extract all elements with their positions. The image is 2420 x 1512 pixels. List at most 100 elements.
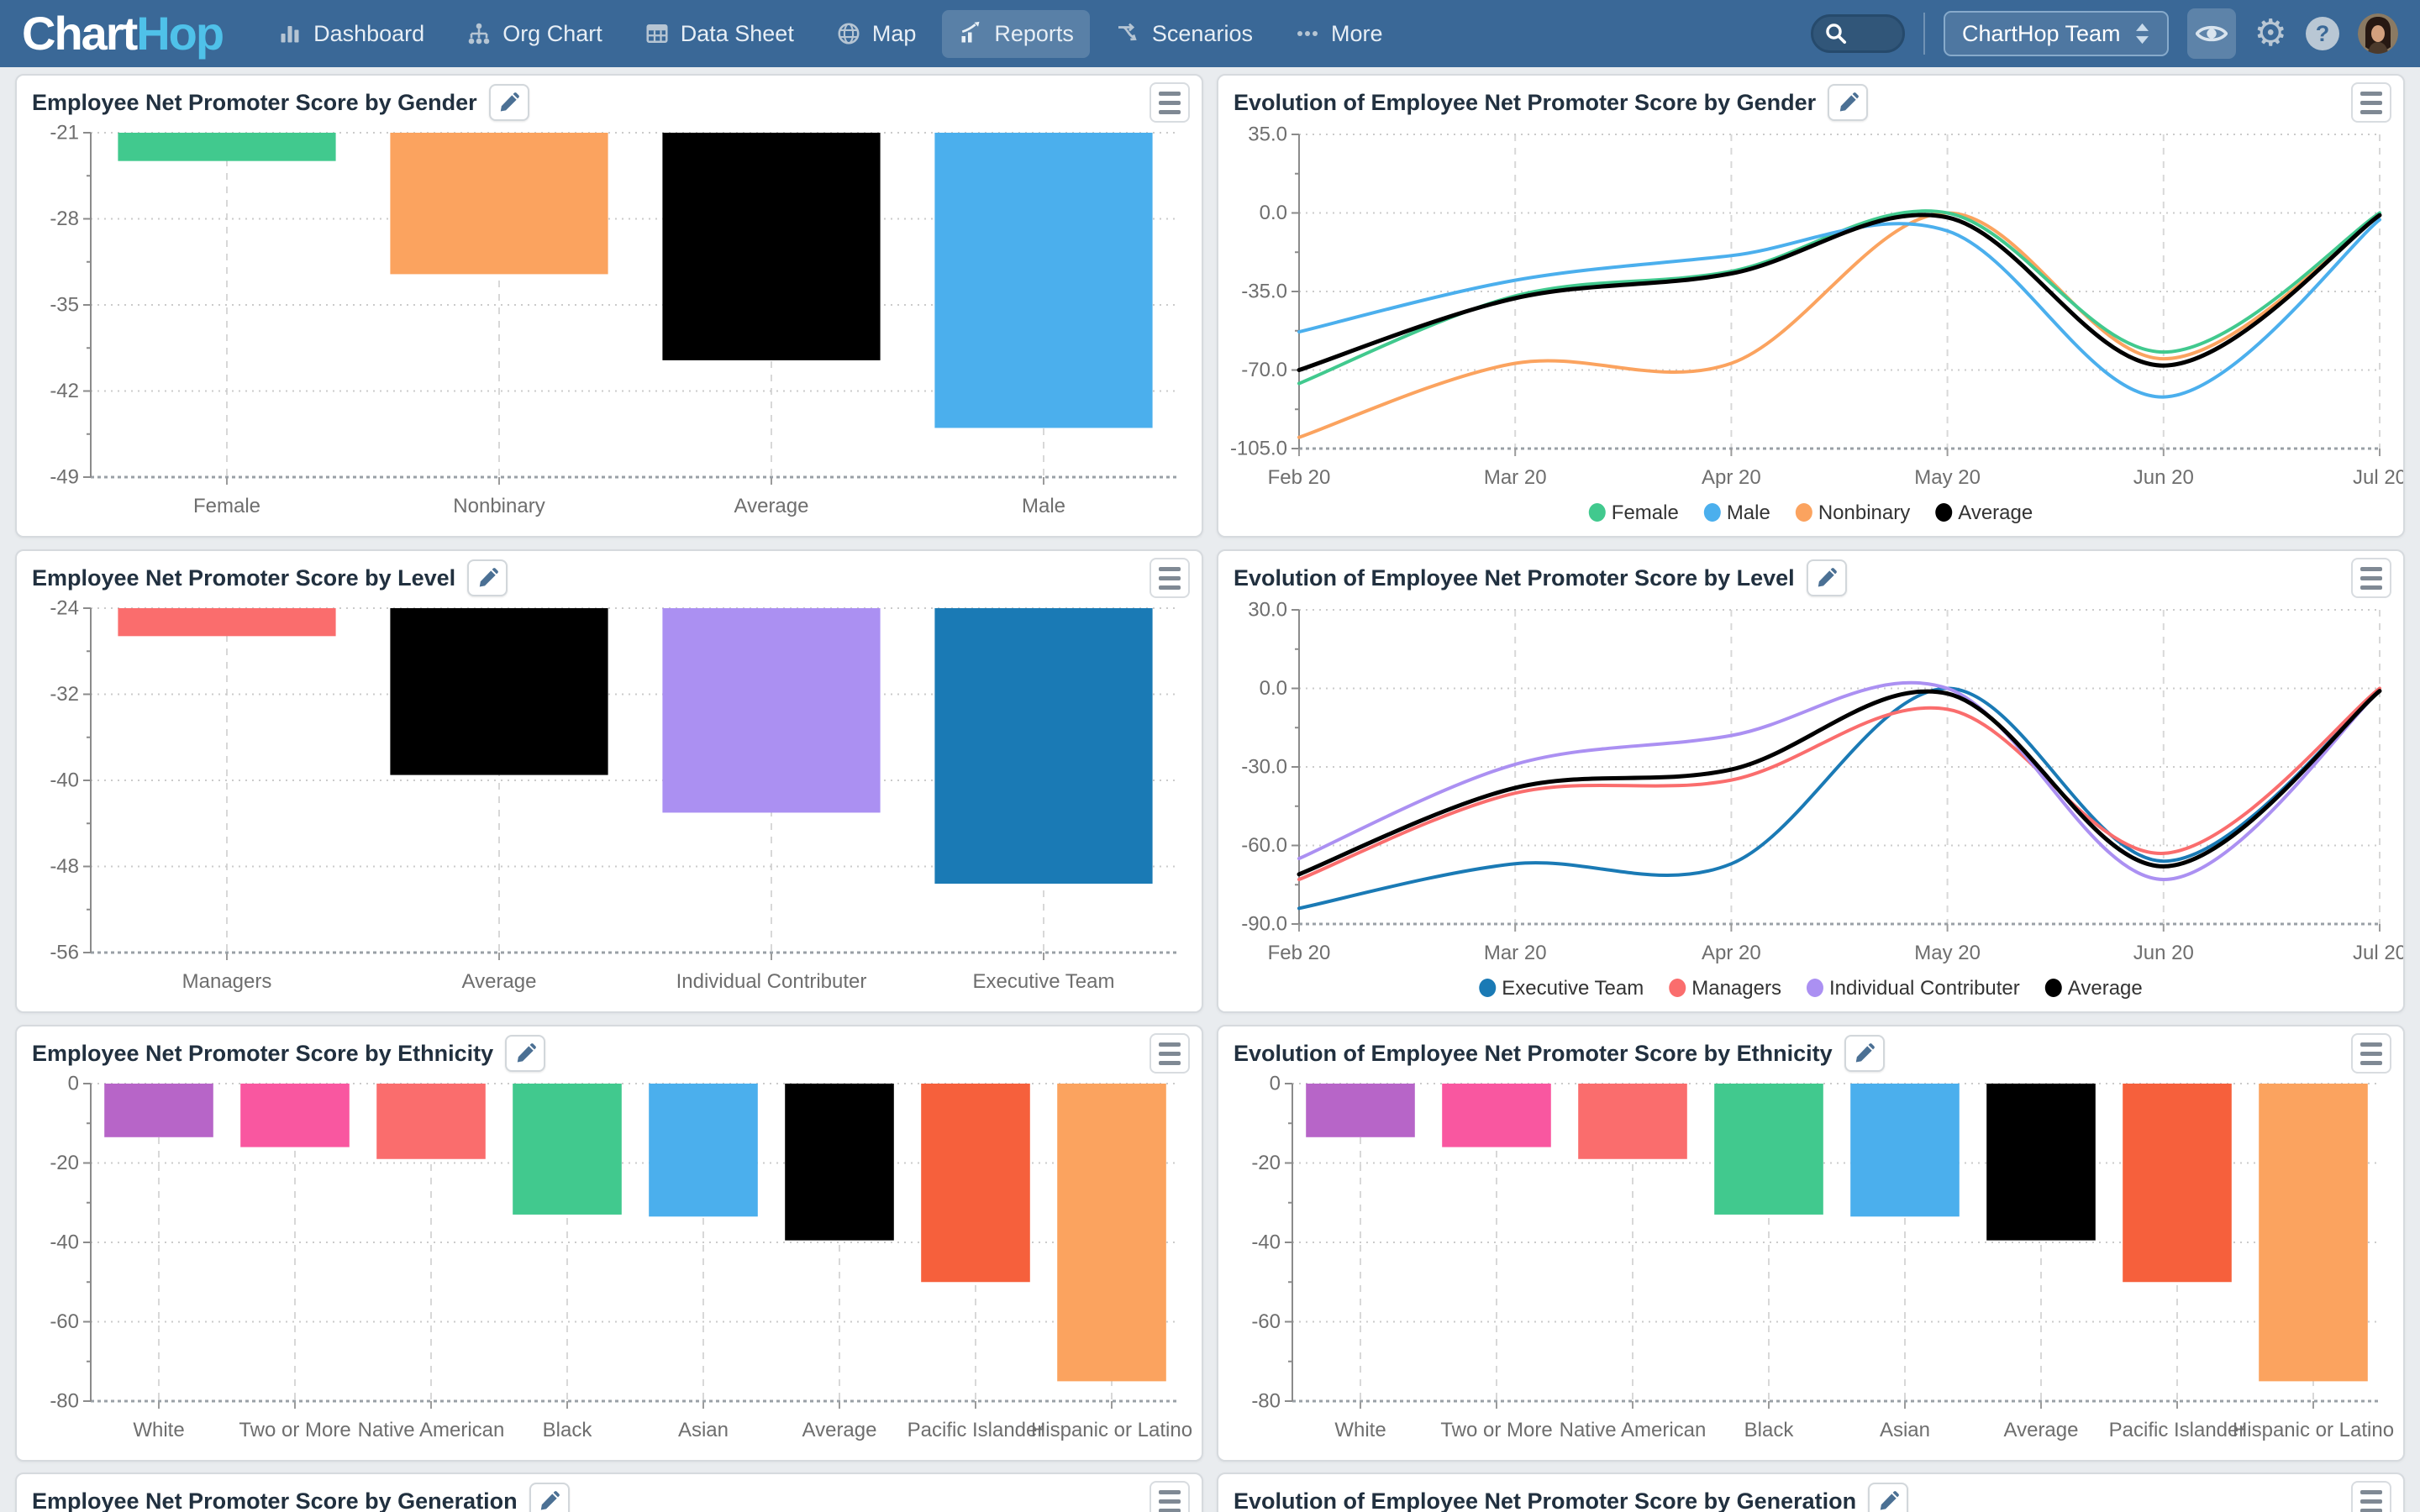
bar-two-or-more[interactable] — [1442, 1084, 1551, 1147]
chart-menu-button[interactable] — [1150, 1033, 1190, 1074]
series-line-executive-team[interactable] — [1297, 686, 2381, 911]
edit-chart-button[interactable] — [1806, 559, 1847, 596]
legend-label: Average — [1958, 501, 2033, 524]
bar-white[interactable] — [1306, 1084, 1415, 1137]
panel-header: Evolution of Employee Net Promoter Score… — [1218, 1474, 2403, 1512]
edit-chart-button[interactable] — [488, 84, 529, 121]
edit-chart-button[interactable] — [529, 1483, 570, 1512]
x-axis-label: Pacific Islander — [2109, 1419, 2246, 1441]
svg-text:-48: -48 — [50, 855, 79, 878]
report-panel: Employee Net Promoter Score by Level -24-… — [15, 549, 1203, 1013]
x-axis-label: Feb 20 — [1268, 466, 1331, 489]
report-chart-icon — [958, 21, 983, 46]
nav-item-label: Scenarios — [1151, 20, 1253, 46]
chart-menu-button[interactable] — [1150, 558, 1190, 598]
chart-canvas[interactable]: 30.0 0.0 -30.0 -60.0 -90.0 Feb 20 Mar 20 Apr 20… — [1218, 596, 2403, 1011]
x-axis-label: Male — [1022, 495, 1065, 517]
x-axis-label: Jul 20 — [2353, 466, 2403, 489]
bar-average[interactable] — [1986, 1084, 2096, 1241]
x-axis-label: Nonbinary — [453, 495, 544, 517]
nav-item-org-chart[interactable]: Org Chart — [450, 10, 618, 58]
user-avatar[interactable] — [2358, 13, 2398, 54]
report-panel: Employee Net Promoter Score by Generatio… — [15, 1473, 1203, 1512]
bar-male[interactable] — [934, 133, 1153, 428]
team-selector[interactable]: ChartHop Team — [1943, 11, 2169, 56]
bar-hispanic-or-latino[interactable] — [1057, 1084, 1166, 1382]
chart-canvas[interactable]: -24 -32 -40 -48 -56 Managers Average Individual… — [17, 596, 1202, 1011]
chart-menu-button[interactable] — [2351, 82, 2391, 123]
series-line-nonbinary[interactable] — [1297, 211, 2381, 439]
svg-text:-40: -40 — [1251, 1231, 1281, 1254]
x-axis-label: Asian — [678, 1419, 729, 1441]
series-line-average[interactable] — [1297, 689, 2382, 877]
x-axis-label: Jun 20 — [2133, 942, 2194, 964]
nav-item-reports[interactable]: Reports — [942, 9, 1090, 58]
x-axis-label: Hispanic or Latino — [2233, 1419, 2394, 1441]
edit-chart-button[interactable] — [1844, 1035, 1885, 1072]
bar-female[interactable] — [118, 133, 336, 161]
nav-item-label: Org Chart — [502, 20, 602, 46]
settings-button[interactable]: ⚙ — [2254, 15, 2287, 52]
chart-menu-button[interactable] — [2351, 1481, 2391, 1512]
nav-item-scenarios[interactable]: Scenarios — [1100, 10, 1269, 58]
chart-canvas[interactable]: -21 -28 -35 -42 -49 Female Nonbinary Average Mal… — [17, 121, 1202, 536]
help-button[interactable]: ? — [2306, 17, 2339, 50]
bar-pacific-islander[interactable] — [2123, 1084, 2232, 1283]
ellipsis-icon — [1295, 21, 1320, 46]
bar-hispanic-or-latino[interactable] — [2259, 1084, 2368, 1382]
bar-individual-contributer[interactable] — [662, 608, 881, 813]
bar-black[interactable] — [1714, 1084, 1823, 1215]
bar-average[interactable] — [390, 608, 608, 775]
edit-chart-button[interactable] — [1868, 1483, 1909, 1512]
chart-canvas[interactable]: 0 -20 -40 -60 -80 White Two or More Native Amer… — [17, 1072, 1202, 1460]
nav-item-dashboard[interactable]: Dashboard — [261, 10, 440, 58]
nav-item-data-sheet[interactable]: Data Sheet — [629, 10, 810, 58]
bar-two-or-more[interactable] — [240, 1084, 350, 1147]
svg-text:-80: -80 — [1251, 1390, 1281, 1413]
report-panel: Evolution of Employee Net Promoter Score… — [1217, 1473, 2405, 1512]
bar-native-american[interactable] — [1578, 1084, 1687, 1159]
search-input[interactable] — [1810, 14, 1905, 53]
bar-managers[interactable] — [118, 608, 336, 637]
svg-text:0.0: 0.0 — [1260, 202, 1287, 224]
nav-item-map[interactable]: Map — [820, 10, 933, 58]
panel-title: Evolution of Employee Net Promoter Score… — [1234, 1040, 1833, 1066]
avatar-image — [2358, 13, 2398, 54]
line-chart: 35.0 0.0 -35.0 -70.0 -105.0 Feb 20 Mar 20 Apr 2… — [1218, 121, 2403, 536]
x-axis-label: Jul 20 — [2353, 942, 2403, 964]
x-axis-label: Jun 20 — [2133, 466, 2194, 489]
svg-text:-80: -80 — [50, 1390, 79, 1413]
bar-average[interactable] — [785, 1084, 894, 1241]
hamburger-icon — [1159, 91, 1181, 96]
bar-nonbinary[interactable] — [390, 133, 608, 275]
bar-average[interactable] — [662, 133, 881, 360]
svg-text:-20: -20 — [1251, 1152, 1281, 1174]
svg-text:-105.0: -105.0 — [1230, 438, 1287, 460]
hamburger-icon — [2360, 91, 2382, 96]
charthop-logo[interactable]: ChartHop — [22, 0, 224, 67]
series-line-average[interactable] — [1297, 213, 2382, 372]
pencil-icon — [476, 567, 499, 590]
chart-menu-button[interactable] — [2351, 1033, 2391, 1074]
bar-black[interactable] — [513, 1084, 622, 1215]
edit-chart-button[interactable] — [1828, 84, 1869, 121]
chart-canvas[interactable]: 0 -20 -40 -60 -80 White Two or More Native Amer… — [1218, 1072, 2403, 1460]
x-axis-label: Apr 20 — [1702, 466, 1761, 489]
series-line-individual-contributer[interactable] — [1297, 680, 2381, 882]
bar-white[interactable] — [104, 1084, 213, 1137]
chart-menu-button[interactable] — [1150, 1481, 1190, 1512]
bar-asian[interactable] — [649, 1084, 758, 1217]
chart-canvas[interactable]: 35.0 0.0 -35.0 -70.0 -105.0 Feb 20 Mar 20 Apr 2… — [1218, 121, 2403, 536]
edit-chart-button[interactable] — [505, 1035, 546, 1072]
bar-executive-team[interactable] — [934, 608, 1153, 884]
chart-menu-button[interactable] — [2351, 558, 2391, 598]
visibility-toggle-button[interactable] — [2186, 8, 2236, 59]
series-line-managers[interactable] — [1297, 686, 2381, 882]
nav-item-more[interactable]: More — [1279, 10, 1399, 58]
bar-pacific-islander[interactable] — [921, 1084, 1030, 1283]
pencil-icon — [1837, 92, 1860, 114]
bar-asian[interactable] — [1850, 1084, 1960, 1217]
bar-native-american[interactable] — [376, 1084, 486, 1159]
chart-menu-button[interactable] — [1150, 82, 1190, 123]
edit-chart-button[interactable] — [467, 559, 508, 596]
